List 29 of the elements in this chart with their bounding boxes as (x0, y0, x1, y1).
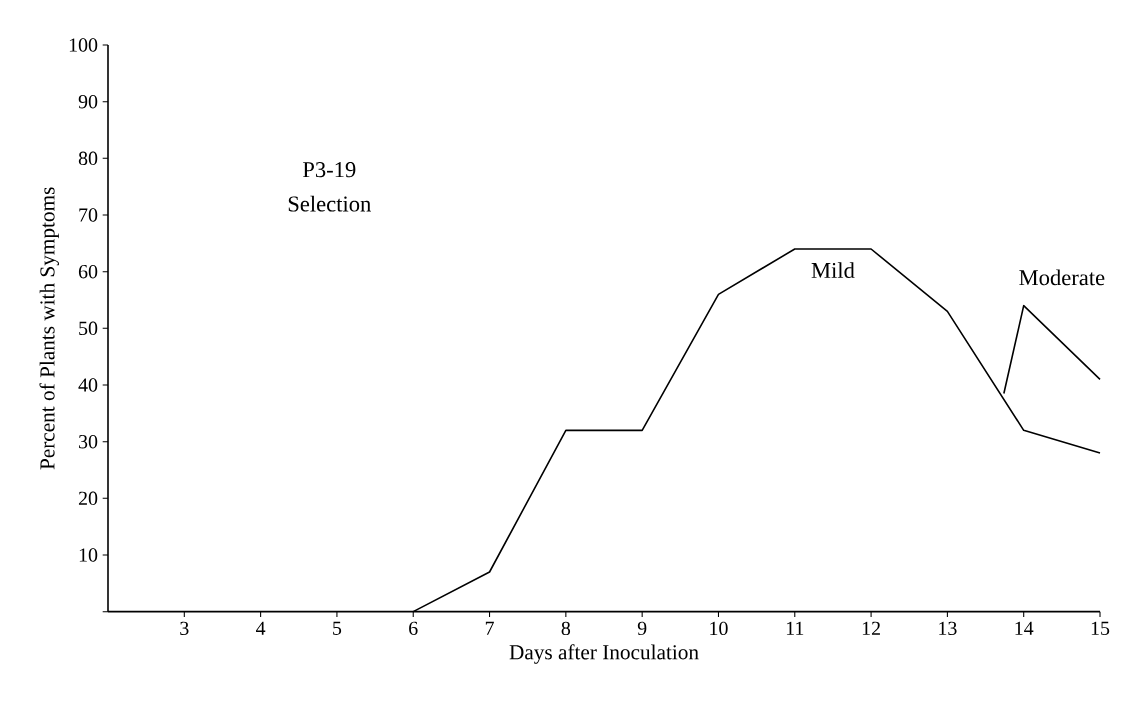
x-tick-label: 14 (1015, 621, 1034, 635)
x-tick-label: 10 (710, 621, 728, 636)
x-tick-label: 7 (485, 621, 494, 635)
x-axis-title: Days after Inoculation (509, 644, 699, 664)
x-tick-label: 3 (180, 621, 189, 636)
x-tick-label: 4 (256, 621, 266, 635)
annotation: Selection (288, 195, 371, 212)
y-tick-label: 100 (69, 38, 98, 52)
y-tick-label: 10 (79, 548, 98, 562)
x-tick-label: 13 (939, 621, 957, 636)
y-tick-label: 90 (78, 94, 98, 109)
y-tick-label: 30 (79, 434, 98, 449)
x-tick-label: 11 (786, 621, 804, 635)
y-tick-label: 70 (79, 208, 98, 222)
series-label: Mild (811, 262, 855, 279)
x-tick-label: 6 (409, 621, 418, 636)
x-tick-label: 15 (1091, 621, 1110, 636)
y-tick-label: 60 (78, 264, 98, 279)
x-tick-label: 12 (862, 621, 880, 635)
y-tick-label: 40 (78, 378, 98, 392)
annotation: P3-19 (302, 162, 356, 178)
x-tick-label: 5 (333, 621, 342, 635)
series-label: Moderate (1019, 269, 1105, 286)
y-tick-label: 20 (78, 491, 98, 506)
x-tick-label: 8 (561, 621, 571, 636)
y-axis-title: Percent of Plants with Symptoms (39, 187, 59, 470)
y-tick-label: 80 (78, 151, 98, 166)
x-tick-label: 9 (637, 621, 647, 636)
y-tick-label: 50 (79, 321, 98, 336)
